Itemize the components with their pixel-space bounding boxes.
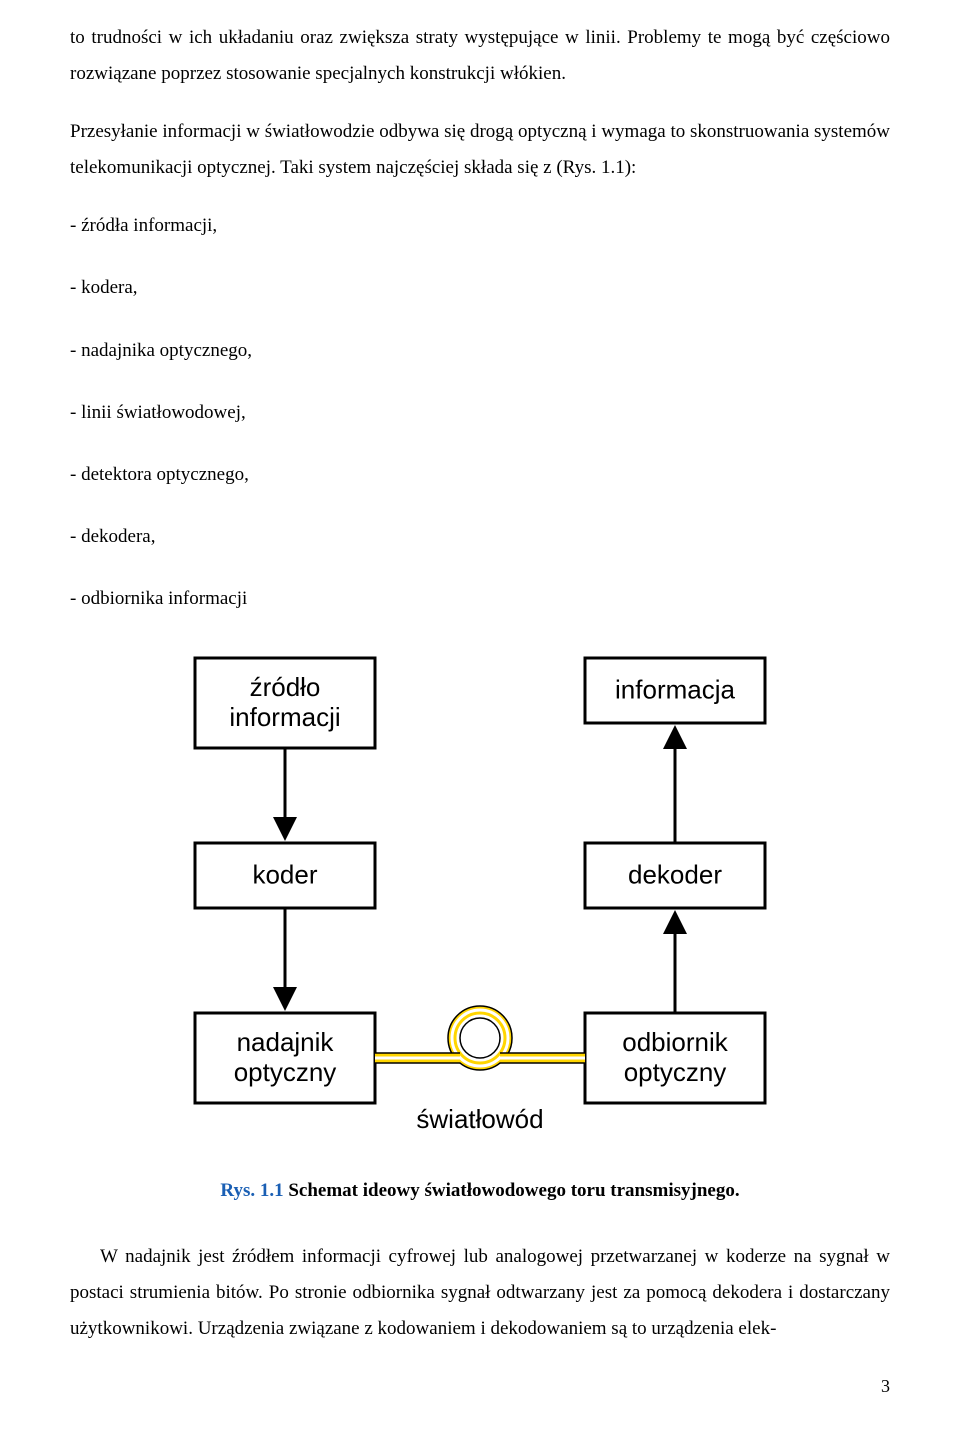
svg-text:optyczny: optyczny: [624, 1057, 727, 1087]
list-item-1: - źródła informacji,: [70, 208, 890, 244]
list-item-7: - odbiornika informacji: [70, 581, 890, 617]
list-item-3: - nadajnika optycznego,: [70, 333, 890, 369]
svg-text:informacji: informacji: [229, 702, 340, 732]
caption-prefix: Rys. 1.1: [220, 1180, 283, 1201]
svg-text:dekoder: dekoder: [628, 860, 722, 890]
figure-caption: Rys. 1.1 Schemat ideowy światłowodowego …: [70, 1173, 890, 1209]
paragraph-3: W nadajnik jest źródłem informacji cyfro…: [70, 1239, 890, 1347]
caption-text: Schemat ideowy światłowodowego toru tran…: [284, 1180, 740, 1201]
page-number: 3: [70, 1369, 890, 1403]
list-item-4: - linii światłowodowej,: [70, 395, 890, 431]
paragraph-1: to trudności w ich układaniu oraz zwięks…: [70, 20, 890, 92]
svg-text:optyczny: optyczny: [234, 1057, 337, 1087]
svg-text:koder: koder: [252, 860, 317, 890]
svg-text:informacja: informacja: [615, 675, 735, 705]
fiber-optic-diagram: źródłoinformacji informacja koder dekoder na…: [135, 643, 825, 1143]
svg-text:odbiornik: odbiornik: [622, 1027, 729, 1057]
svg-text:światłowód: światłowód: [416, 1104, 543, 1134]
list-item-2: - kodera,: [70, 270, 890, 306]
svg-text:nadajnik: nadajnik: [237, 1027, 335, 1057]
list-item-5: - detektora optycznego,: [70, 457, 890, 493]
svg-text:źródło: źródło: [250, 672, 321, 702]
list-item-6: - dekodera,: [70, 519, 890, 555]
flowchart-svg: źródłoinformacji informacja koder dekoder na…: [135, 643, 825, 1143]
paragraph-2: Przesyłanie informacji w światłowodzie o…: [70, 114, 890, 186]
